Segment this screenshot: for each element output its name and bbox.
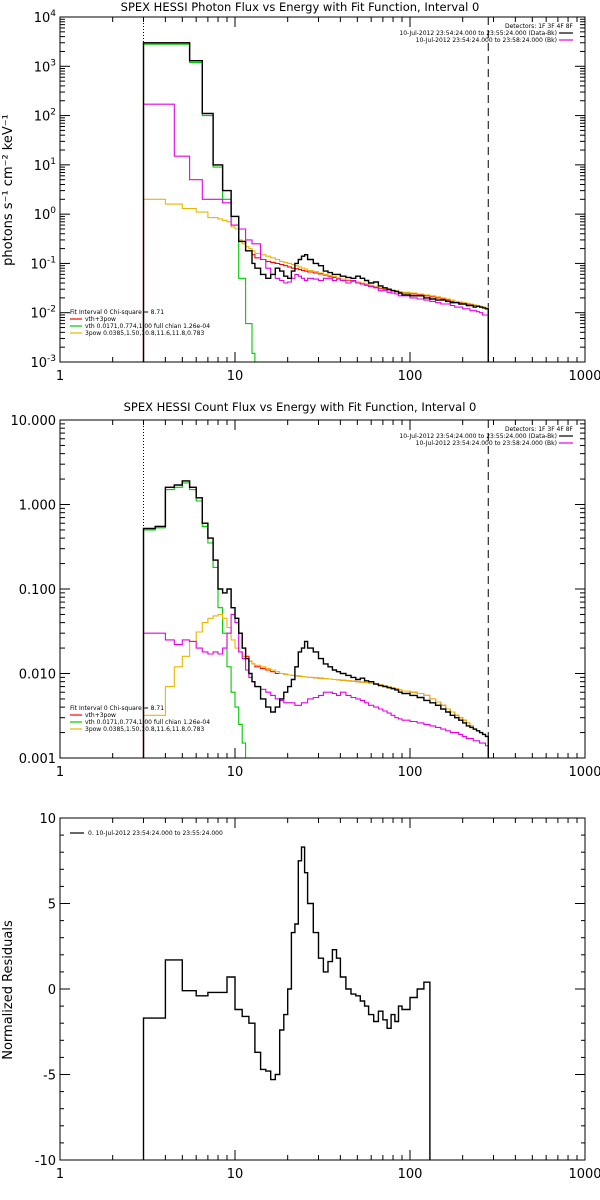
y-tick-label: 10-1 bbox=[30, 255, 56, 272]
x-tick-label: 1 bbox=[56, 369, 64, 384]
y-tick-label: 103 bbox=[34, 58, 56, 75]
legend-text: 10-Jul-2012 23:54:24.000 to 23:55:24.000… bbox=[399, 433, 557, 440]
legend-text: 0. 10-Jul-2012 23:54:24.000 to 23:55:24.… bbox=[88, 830, 223, 837]
chart-panel-3: Normalized Residuals 1 10 100 1000 -10 -5 0 5 10 0… bbox=[1, 812, 600, 1182]
y-tick-label: 0.010 bbox=[19, 668, 56, 683]
x-tick-label: 10 bbox=[227, 1167, 244, 1182]
y-tick-label: 0.100 bbox=[19, 583, 56, 598]
x-tick-label: 1000 bbox=[568, 1167, 600, 1182]
chart-title: SPEX HESSI Count Flux vs Energy with Fit… bbox=[124, 400, 477, 414]
chart-title: SPEX HESSI Photon Flux vs Energy with Fi… bbox=[121, 0, 480, 14]
legend-text: Detectors: 1F 3F 4F 8F bbox=[505, 23, 574, 30]
legend-text: Fit Interval 0 Chi-square = 8.71 bbox=[70, 309, 164, 316]
chart-panel-2: SPEX HESSI Count Flux vs Energy with Fit… bbox=[11, 400, 600, 780]
x-tick-label: 10 bbox=[227, 369, 244, 384]
x-tick-label: 1 bbox=[56, 1167, 64, 1182]
x-tick-label: 1 bbox=[56, 765, 64, 780]
series-thermal bbox=[142, 482, 247, 758]
series-data bbox=[142, 846, 431, 1160]
series-total bbox=[142, 42, 489, 362]
y-tick-label: 104 bbox=[34, 9, 57, 26]
legend-text: 10-Jul-2012 23:54:24.000 to 23:58:24.000… bbox=[416, 440, 557, 447]
plot-frame bbox=[59, 817, 586, 1161]
chart-panel-1: SPEX HESSI Photon Flux vs Energy with Fi… bbox=[1, 0, 600, 384]
y-tick-label: 101 bbox=[34, 157, 56, 174]
series-group bbox=[142, 846, 431, 1160]
y-tick-label: 1.000 bbox=[19, 499, 56, 514]
y-tick-label: 100 bbox=[34, 206, 57, 223]
plot-frame bbox=[59, 419, 586, 759]
y-tick-label: 0 bbox=[48, 983, 56, 998]
legend-text: vth+3pow bbox=[85, 316, 116, 323]
legend-text: vth 0.0171,0.774,1.00 full chian 1.26e-0… bbox=[85, 323, 210, 330]
x-tick-label: 100 bbox=[398, 369, 423, 384]
series-data bbox=[142, 480, 489, 758]
y-tick-label: -10 bbox=[35, 1154, 56, 1169]
legend-text: Detectors: 1F 3F 4F 8F bbox=[505, 426, 574, 433]
y-axis-label: photons s⁻¹ cm⁻² keV⁻¹ bbox=[1, 114, 16, 266]
legend-text: vth 0.0171,0.774,1.00 full chian 1.26e-0… bbox=[85, 719, 210, 726]
y-axis-label: Normalized Residuals bbox=[1, 920, 16, 1060]
series-powerlaw bbox=[142, 198, 489, 362]
y-tick-label: -5 bbox=[43, 1069, 56, 1084]
legend-text: 10-Jul-2012 23:54:24.000 to 23:58:24.000… bbox=[416, 37, 557, 44]
x-tick-label: 100 bbox=[398, 765, 423, 780]
legend-text: 3pow 0.0385,1.50,10.8,11.6,11.8,0.783 bbox=[85, 726, 204, 733]
y-tick-label: 5 bbox=[48, 898, 56, 913]
series-thermal bbox=[142, 43, 256, 362]
x-tick-label: 1000 bbox=[568, 765, 600, 780]
x-tick-label: 10 bbox=[227, 765, 244, 780]
legend-text: 10-Jul-2012 23:54:24.000 to 23:55:24.000… bbox=[399, 30, 557, 37]
x-tick-label: 1000 bbox=[568, 369, 600, 384]
series-background bbox=[142, 613, 489, 758]
plot-frame bbox=[59, 16, 586, 363]
y-tick-label: 10.000 bbox=[11, 414, 57, 429]
legend-text: 3pow 0.0385,1.50,10.8,11.6,11.8,0.783 bbox=[85, 330, 204, 337]
y-tick-label: 0.001 bbox=[19, 752, 56, 767]
y-tick-label: 10-3 bbox=[30, 354, 56, 371]
y-tick-label: 102 bbox=[34, 108, 56, 125]
x-tick-label: 100 bbox=[398, 1167, 423, 1182]
series-group bbox=[142, 42, 489, 362]
series-powerlaw bbox=[142, 613, 489, 758]
legend-text: vth+3pow bbox=[85, 712, 116, 719]
series-group bbox=[142, 480, 489, 758]
y-tick-label: 10 bbox=[39, 812, 56, 827]
legend-text: Fit Interval 0 Chi-square = 8.71 bbox=[70, 705, 164, 712]
series-data bbox=[142, 42, 489, 362]
y-tick-label: 10-2 bbox=[30, 305, 56, 322]
